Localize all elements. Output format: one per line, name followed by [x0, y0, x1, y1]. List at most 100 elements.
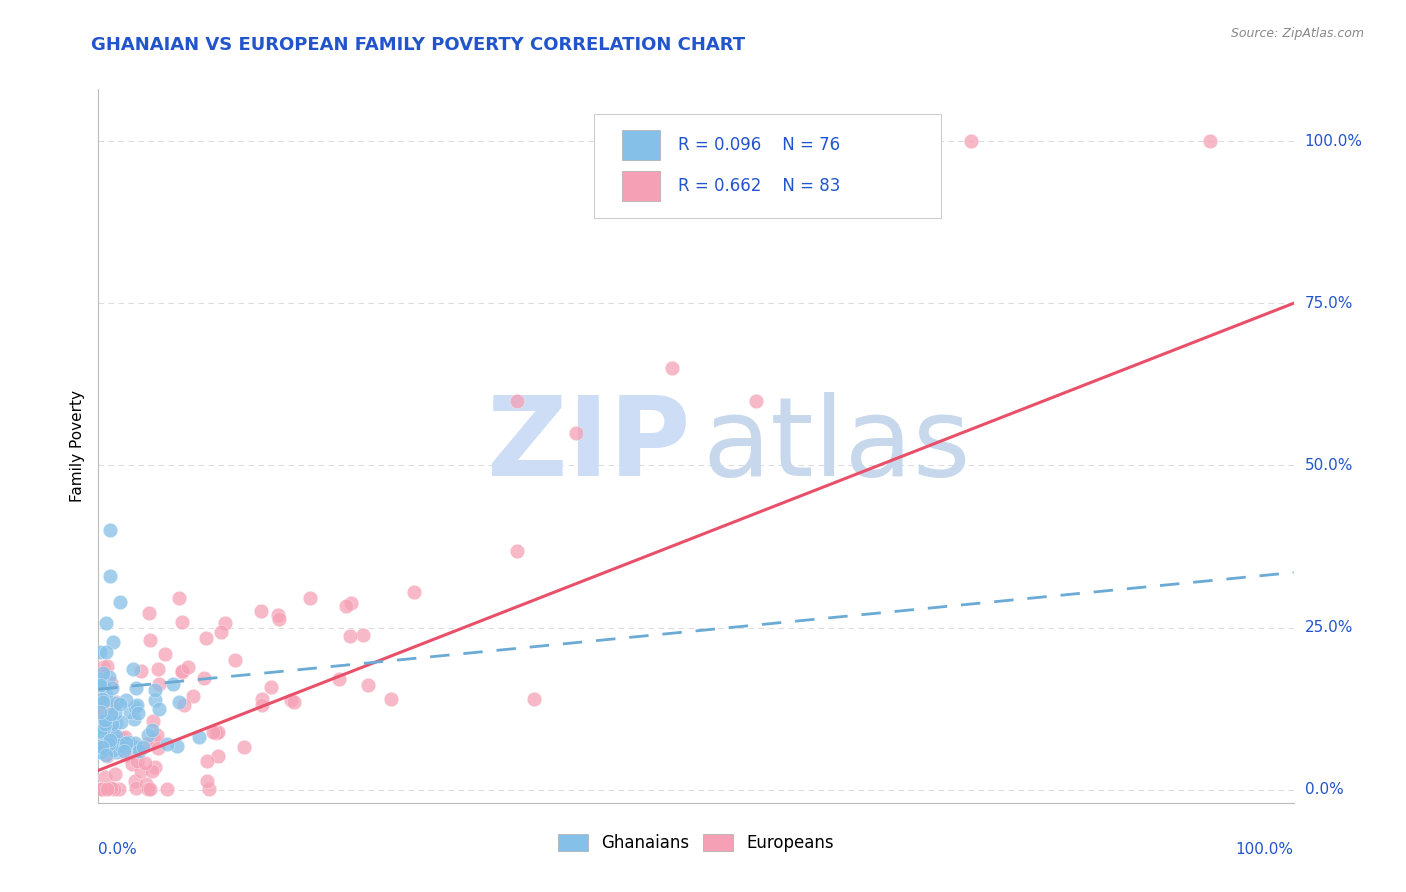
- Point: [127, 754, 149, 768]
- Point: [135, 777, 157, 791]
- Point: [129, 664, 152, 678]
- Point: [172, 664, 194, 678]
- Point: [103, 730, 125, 744]
- Point: [125, 681, 148, 695]
- Point: [114, 730, 136, 744]
- Point: [104, 767, 127, 781]
- Point: [125, 739, 148, 754]
- Point: [110, 714, 132, 729]
- Point: [104, 696, 127, 710]
- Legend: Ghanaians, Europeans: Ghanaians, Europeans: [551, 827, 841, 859]
- Point: [141, 723, 163, 737]
- Point: [89, 745, 111, 759]
- Point: [339, 629, 361, 643]
- Point: [352, 628, 374, 642]
- Text: 50.0%: 50.0%: [1305, 458, 1353, 473]
- Point: [250, 692, 273, 706]
- Point: [143, 682, 166, 697]
- Point: [960, 134, 983, 148]
- Point: [148, 662, 170, 676]
- Point: [89, 705, 111, 719]
- Point: [98, 733, 121, 747]
- Point: [101, 635, 124, 649]
- Point: [194, 631, 217, 645]
- Point: [97, 737, 120, 751]
- Point: [89, 739, 111, 754]
- Point: [114, 736, 136, 750]
- Point: [89, 706, 111, 721]
- Point: [94, 688, 117, 702]
- Point: [155, 782, 177, 797]
- Point: [96, 747, 118, 762]
- Point: [98, 524, 121, 538]
- Point: [127, 698, 149, 713]
- Point: [104, 729, 127, 743]
- Point: [90, 726, 112, 740]
- Point: [122, 662, 145, 676]
- Point: [250, 698, 273, 712]
- Point: [146, 728, 169, 742]
- Point: [181, 689, 204, 703]
- Point: [98, 700, 121, 714]
- Point: [380, 692, 402, 706]
- Point: [124, 700, 146, 714]
- Point: [214, 616, 236, 631]
- Y-axis label: Family Poverty: Family Poverty: [69, 390, 84, 502]
- Point: [187, 731, 209, 745]
- Text: R = 0.662    N = 83: R = 0.662 N = 83: [678, 177, 841, 194]
- Point: [107, 738, 129, 752]
- Point: [148, 702, 170, 716]
- Point: [335, 599, 357, 613]
- Point: [134, 756, 156, 770]
- Point: [170, 665, 193, 680]
- Point: [111, 731, 134, 745]
- Point: [148, 677, 170, 691]
- Point: [98, 730, 121, 744]
- Point: [105, 716, 128, 731]
- Text: 100.0%: 100.0%: [1236, 842, 1294, 856]
- Point: [94, 713, 117, 727]
- Point: [250, 604, 273, 618]
- Point: [142, 714, 165, 728]
- Point: [89, 645, 111, 659]
- Point: [202, 724, 225, 739]
- Point: [328, 673, 350, 687]
- Point: [97, 670, 120, 684]
- FancyBboxPatch shape: [595, 114, 941, 218]
- Point: [107, 781, 129, 796]
- Point: [90, 782, 112, 797]
- Point: [114, 739, 136, 754]
- Point: [100, 675, 122, 690]
- Point: [205, 726, 228, 740]
- Point: [101, 717, 124, 731]
- Point: [104, 706, 127, 720]
- Point: [136, 737, 159, 751]
- Point: [103, 733, 125, 747]
- Point: [89, 722, 111, 736]
- Point: [131, 764, 153, 779]
- FancyBboxPatch shape: [621, 130, 661, 160]
- Point: [124, 773, 146, 788]
- Point: [260, 680, 283, 694]
- Point: [91, 782, 114, 797]
- Point: [233, 739, 256, 754]
- Point: [89, 724, 111, 739]
- Point: [93, 679, 115, 693]
- Point: [93, 714, 115, 729]
- Point: [139, 633, 162, 648]
- Text: 75.0%: 75.0%: [1305, 296, 1353, 310]
- Point: [132, 739, 155, 754]
- Point: [96, 782, 118, 797]
- Point: [138, 606, 160, 620]
- Point: [117, 735, 139, 749]
- Point: [207, 725, 229, 739]
- Point: [93, 666, 115, 681]
- Point: [96, 749, 118, 764]
- Point: [167, 591, 190, 605]
- Point: [94, 645, 117, 659]
- Point: [90, 737, 112, 751]
- Point: [195, 754, 218, 768]
- Point: [104, 695, 127, 709]
- Point: [153, 647, 176, 661]
- Point: [299, 591, 322, 605]
